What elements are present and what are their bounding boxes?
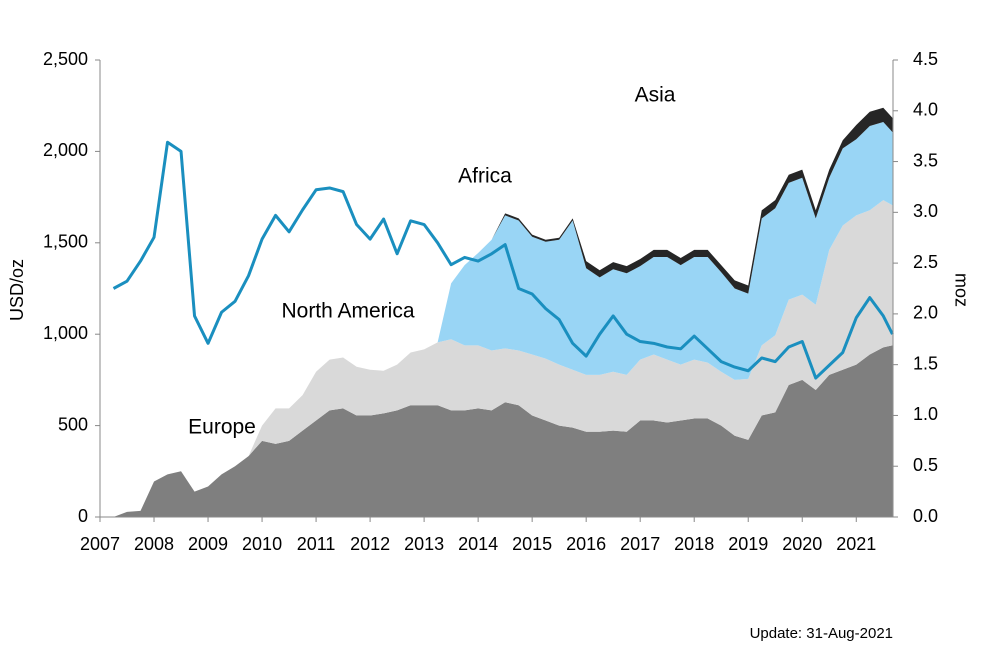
x-tick-label: 2015 <box>512 534 552 554</box>
area-label: North America <box>281 300 414 323</box>
y2-tick-label: 1.5 <box>913 353 938 373</box>
x-tick-label: 2018 <box>674 534 714 554</box>
x-tick-label: 2007 <box>80 534 120 554</box>
y-tick-label: 1,000 <box>43 323 88 343</box>
y2-tick-label: 0.5 <box>913 455 938 475</box>
x-tick-label: 2009 <box>188 534 228 554</box>
y-tick-label: 2,000 <box>43 140 88 160</box>
x-tick-label: 2010 <box>242 534 282 554</box>
y-axis-label: USD/oz <box>7 259 27 321</box>
x-tick-label: 2016 <box>566 534 606 554</box>
y2-tick-label: 4.5 <box>913 49 938 69</box>
y2-tick-label: 4.0 <box>913 100 938 120</box>
price-line <box>112 140 894 380</box>
x-tick-label: 2012 <box>350 534 390 554</box>
x-tick-label: 2019 <box>728 534 768 554</box>
x-tick-label: 2011 <box>297 534 336 554</box>
y-tick-label: 0 <box>78 506 88 526</box>
area <box>113 345 893 517</box>
x-tick-label: 2021 <box>836 534 876 554</box>
x-tick-label: 2014 <box>458 534 498 554</box>
y2-axis-label: moz <box>951 273 971 307</box>
area <box>113 200 893 517</box>
y2-tick-label: 1.0 <box>913 404 938 424</box>
y-tick-label: 1,500 <box>43 232 88 252</box>
y2-tick-label: 2.5 <box>913 252 938 272</box>
x-tick-label: 2020 <box>782 534 822 554</box>
y2-tick-label: 3.5 <box>913 150 938 170</box>
y2-tick-label: 0.0 <box>913 506 938 526</box>
area-label: Africa <box>458 165 512 188</box>
x-tick-label: 2008 <box>134 534 174 554</box>
footnote: Update: 31-Aug-2021 <box>750 625 893 642</box>
x-tick-label: 2013 <box>404 534 444 554</box>
area <box>113 121 893 518</box>
area-label: Asia <box>635 84 676 107</box>
y-tick-label: 500 <box>58 414 88 434</box>
x-tick-label: 2017 <box>620 534 660 554</box>
y2-tick-label: 3.0 <box>913 201 938 221</box>
area-label: Europe <box>188 416 256 439</box>
y2-tick-label: 2.0 <box>913 303 938 323</box>
y-tick-label: 2,500 <box>43 49 88 69</box>
